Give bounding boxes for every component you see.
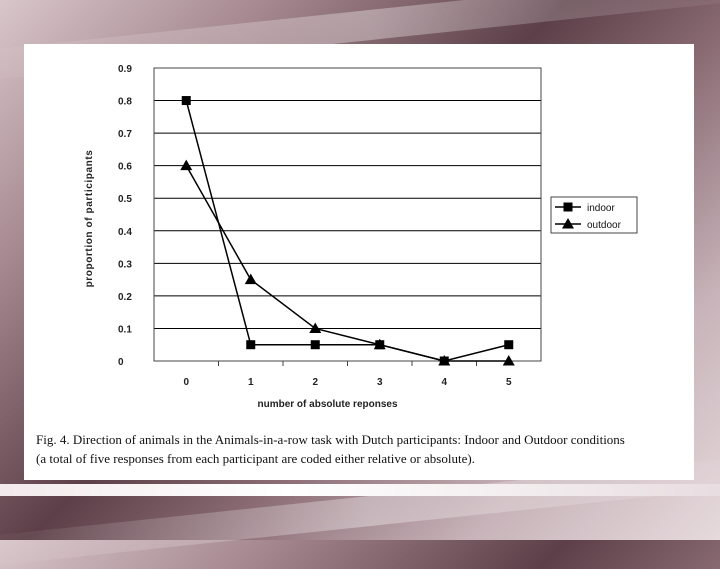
plot-frame [153,67,542,362]
x-tick-label: 1 [248,377,254,388]
data-point-outdoor [438,355,451,366]
y-tick-label: 0.1 [118,324,132,335]
x-tick-label: 4 [441,377,447,388]
series-line-outdoor [185,165,509,362]
data-point-indoor [504,340,514,350]
y-tick-label: 0.2 [118,292,132,303]
x-tick-label: 0 [183,377,189,388]
y-tick-label: 0.3 [118,259,132,270]
y-axis-title: proportion of participants [84,150,95,288]
data-point-outdoor [373,338,386,350]
y-tick-label: 0.7 [118,129,132,140]
y-tick-label: 0.5 [118,194,132,205]
x-tick-label: 2 [312,377,318,388]
legend-marker-outdoor [562,218,574,229]
background-bar [0,484,720,496]
data-point-outdoor [502,355,515,366]
slide-panel: 0 0.1 0.2 0.3 0.4 0.5 0.6 0.7 0.8 0.9 0 1 2 3 4 5 number… [24,44,694,480]
data-point-indoor [310,340,320,350]
figure-caption: Fig. 4. Direction of animals in the Anim… [36,430,696,468]
y-tick-label: 0.4 [118,227,132,238]
line-chart: 0 0.1 0.2 0.3 0.4 0.5 0.6 0.7 0.8 0.9 0 1 2 3 4 5 number… [84,64,638,410]
data-point-outdoor [180,159,193,171]
caption-line-2: (a total of five responses from each par… [36,451,475,466]
y-tick-label: 0 [118,357,124,368]
legend-label-outdoor: outdoor [587,220,622,231]
data-point-outdoor [244,273,257,285]
legend-label-indoor: indoor [587,203,615,214]
data-point-indoor [181,96,191,106]
data-point-outdoor [309,322,322,333]
x-axis-title: number of absolute reponses [257,399,397,410]
x-tick-label: 3 [377,377,383,388]
y-tick-label: 0.9 [118,64,132,75]
y-tick-label: 0.8 [118,97,132,108]
x-tick-label: 5 [506,377,512,388]
legend-marker-indoor [563,202,573,212]
series-line-indoor [185,100,509,362]
caption-line-1: Fig. 4. Direction of animals in the Anim… [36,432,625,447]
y-tick-label: 0.6 [118,162,132,173]
data-point-indoor [246,340,256,350]
